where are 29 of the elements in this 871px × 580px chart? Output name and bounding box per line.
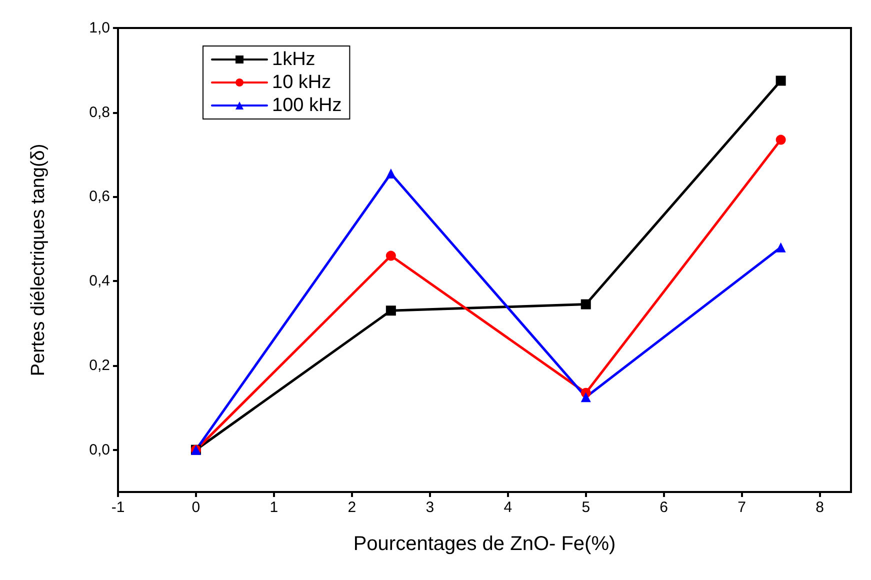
y-tick-label: 0,0: [89, 441, 110, 458]
x-tick-label: 1: [270, 499, 278, 516]
x-tick-label: 3: [426, 499, 434, 516]
x-tick-label: 5: [582, 499, 590, 516]
point: [776, 76, 786, 86]
x-axis-title: Pourcentages de ZnO- Fe(%): [353, 533, 616, 555]
x-tick-label: 6: [660, 499, 668, 516]
x-tick-label: 4: [504, 499, 512, 516]
point: [386, 250, 396, 261]
y-tick-label: 0,2: [89, 356, 110, 374]
y-tick-label: 0,6: [89, 188, 110, 206]
y-tick-label: 0,8: [89, 104, 110, 121]
y-axis-title: Pertes diélectriques tang(δ): [28, 144, 49, 376]
x-tick-label: 0: [192, 499, 200, 516]
y-tick-label: 1,0: [89, 20, 110, 36]
point: [776, 242, 786, 252]
y-tick-label: 0,4: [89, 272, 110, 290]
point: [580, 392, 591, 402]
x-tick-label: 2: [348, 499, 356, 516]
x-tick-label: 7: [738, 499, 746, 516]
point: [776, 134, 786, 145]
x-tick-label: -1: [111, 499, 125, 516]
point: [386, 306, 396, 316]
legend-label: 1kHz: [272, 49, 316, 70]
legend-label: 100 kHz: [272, 95, 342, 116]
point: [386, 168, 396, 179]
point: [580, 299, 591, 310]
legend-label: 10 kHz: [272, 72, 332, 93]
x-tick-label: 8: [816, 499, 824, 516]
